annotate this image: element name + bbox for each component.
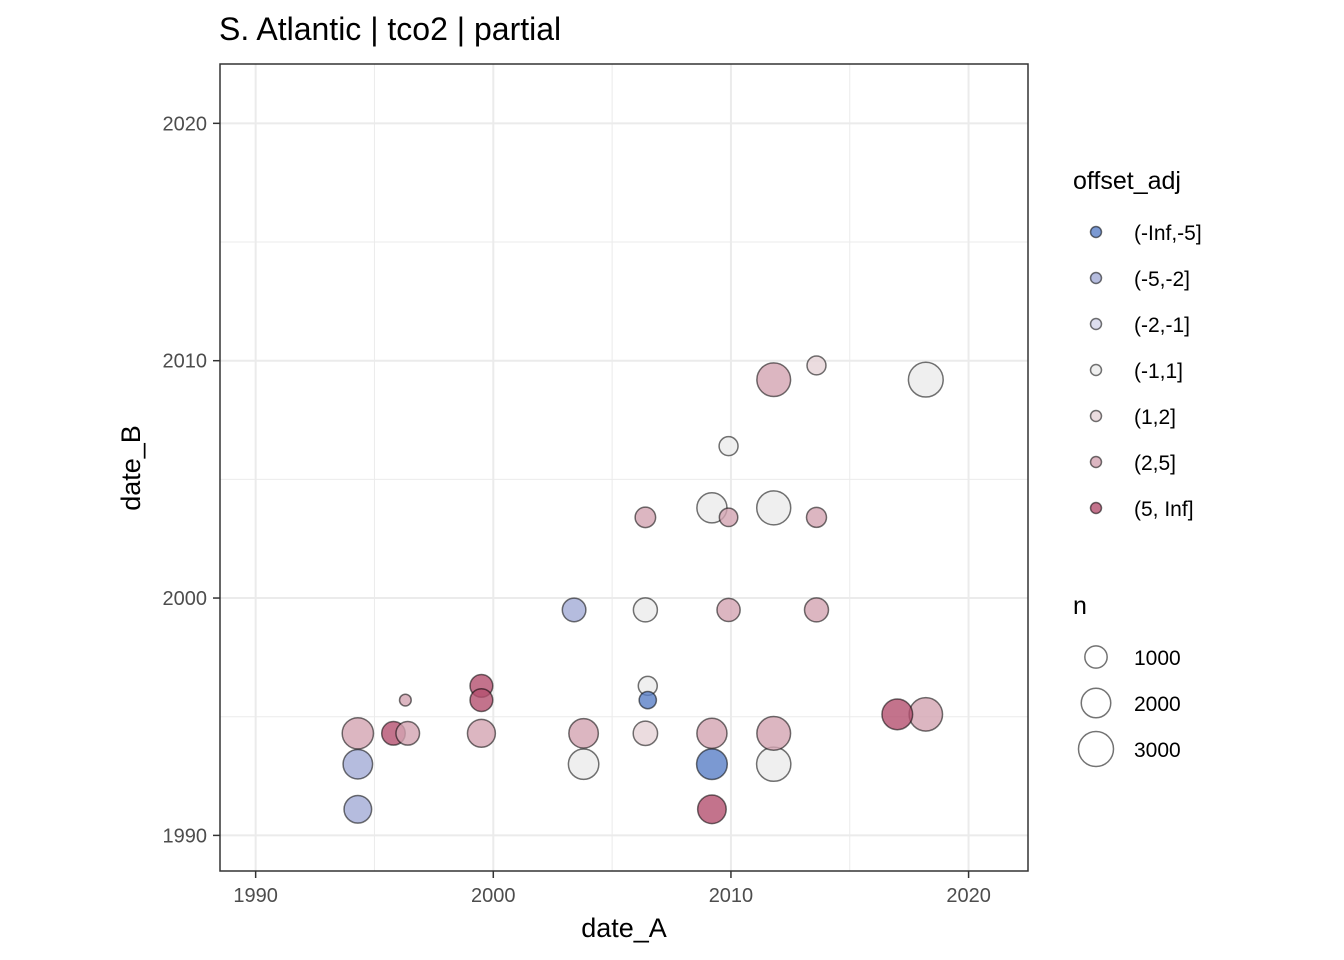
- data-point: [805, 506, 828, 529]
- x-tick-label: 2020: [946, 885, 991, 907]
- data-point: [716, 597, 741, 623]
- legend-color: (-Inf,-5] (-5,-2] (-2,-1] (-1,1] (1,2] (2,5] (…: [1089, 222, 1202, 521]
- legend-color-title: offset_adj: [1073, 167, 1181, 195]
- legend-size-title: n: [1073, 592, 1087, 620]
- data-point: [908, 696, 944, 732]
- data-point: [561, 597, 587, 623]
- data-point: [718, 507, 739, 528]
- grid: [220, 64, 1028, 871]
- data-point: [755, 490, 792, 526]
- x-tick-label: 1990: [233, 885, 278, 907]
- legend-color-label: (5, Inf]: [1134, 498, 1194, 521]
- data-point: [567, 748, 600, 781]
- plot-border: [219, 63, 1029, 872]
- data-point: [695, 748, 729, 781]
- legend-size-key: [1080, 687, 1112, 719]
- y-tick-label: 2010: [163, 351, 208, 373]
- data-point: [696, 717, 728, 750]
- axes: 1990 2000 2010 2020 1990 2000 2010 2020: [163, 113, 991, 907]
- data-point: [907, 361, 944, 398]
- legend-color-key: [1089, 409, 1103, 423]
- legend-color-label: (-Inf,-5]: [1134, 222, 1202, 245]
- legend-size: 1000 2000 3000: [1077, 645, 1181, 768]
- chart-title: S. Atlantic | tco2 | partial: [219, 11, 561, 47]
- legend-color-key: [1089, 363, 1103, 377]
- legend-color-key: [1089, 455, 1103, 469]
- y-tick-label: 1990: [163, 825, 208, 847]
- data-point: [632, 720, 659, 747]
- data-point: [638, 690, 658, 710]
- data-point: [342, 748, 374, 780]
- data-point: [806, 355, 827, 376]
- x-tick-label: 2000: [471, 885, 516, 907]
- data-point: [803, 597, 830, 623]
- legend-color-label: (-2,-1]: [1134, 314, 1190, 337]
- x-axis-title: date_A: [581, 913, 667, 943]
- legend-size-label: 2000: [1134, 693, 1181, 716]
- data-point: [632, 597, 659, 623]
- legend-color-key: [1089, 501, 1103, 515]
- data-point: [568, 717, 600, 749]
- data-point: [466, 718, 497, 749]
- legend-color-key: [1089, 225, 1103, 239]
- data-point: [756, 362, 792, 398]
- data-point: [881, 698, 914, 731]
- legend-size-label: 1000: [1134, 647, 1181, 670]
- legend-size-key: [1084, 645, 1108, 669]
- data-point: [756, 715, 792, 751]
- legend-size-label: 3000: [1134, 739, 1181, 762]
- data-point: [398, 693, 412, 707]
- data-point: [395, 720, 421, 746]
- data-point: [341, 716, 375, 750]
- y-tick-label: 2000: [163, 588, 208, 610]
- data-point: [469, 687, 494, 713]
- y-tick-label: 2020: [163, 113, 208, 135]
- legend-size-key: [1077, 730, 1115, 768]
- data-point: [696, 794, 727, 825]
- legend-color-label: (-1,1]: [1134, 360, 1183, 383]
- legend-color-label: (-5,-2]: [1134, 268, 1190, 291]
- legend-color-label: (1,2]: [1134, 406, 1176, 429]
- x-tick-label: 2010: [709, 885, 754, 907]
- data-point: [755, 746, 792, 783]
- data-point: [718, 435, 739, 457]
- y-axis-title: date_B: [116, 425, 146, 511]
- legend-color-key: [1089, 271, 1103, 285]
- legend-color-key: [1089, 317, 1103, 331]
- plot-panel: [220, 64, 1028, 871]
- data-point: [343, 794, 373, 824]
- data-points: [341, 355, 944, 825]
- data-point: [634, 506, 657, 529]
- legend-color-label: (2,5]: [1134, 452, 1176, 475]
